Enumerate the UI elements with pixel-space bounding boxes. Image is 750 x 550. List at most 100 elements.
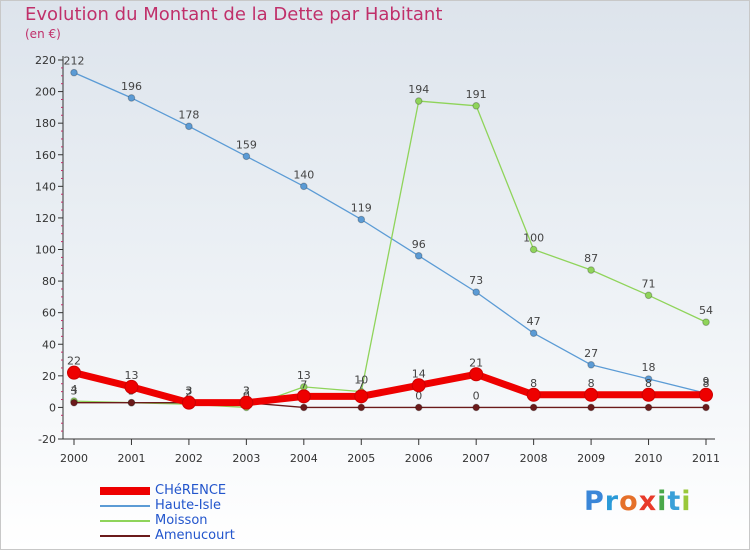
- data-label: 7: [300, 378, 307, 391]
- data-point: [587, 403, 595, 412]
- data-point: [587, 266, 595, 274]
- data-point: [185, 122, 193, 131]
- data-label: 47: [527, 315, 541, 328]
- logo-letter: o: [619, 486, 639, 517]
- data-point: [296, 389, 311, 404]
- data-point: [472, 288, 480, 296]
- y-tick-label: 160: [35, 149, 56, 162]
- legend-swatch: [100, 520, 150, 522]
- data-point: [239, 395, 254, 410]
- series-line-moisson: [73, 100, 707, 409]
- data-point: [529, 403, 538, 412]
- logo-letter: i: [681, 486, 692, 517]
- data-point: [529, 245, 538, 254]
- y-tick-label: 0: [49, 401, 56, 414]
- legend-label: Haute-Isle: [155, 498, 221, 513]
- y-tick-label: -20: [38, 433, 56, 446]
- data-point: [242, 152, 251, 161]
- data-label: 100: [523, 232, 544, 245]
- data-point: [127, 398, 136, 407]
- data-point: [67, 365, 81, 380]
- data-label: 3: [185, 385, 192, 398]
- data-point: [644, 403, 653, 412]
- data-point: [699, 387, 713, 402]
- data-label: 13: [297, 369, 311, 382]
- data-label: 4: [71, 383, 78, 396]
- data-label: 18: [642, 361, 656, 374]
- data-point: [414, 252, 423, 260]
- data-label: 8: [588, 377, 595, 390]
- legend-item: Amenucourt: [100, 528, 320, 543]
- data-label: 8: [703, 377, 710, 390]
- data-label: 71: [642, 277, 656, 290]
- data-label: 3: [71, 385, 78, 398]
- logo-letter: t: [667, 486, 682, 517]
- y-tick-label: 100: [35, 244, 56, 257]
- data-point: [127, 94, 136, 102]
- data-label: 27: [584, 347, 598, 360]
- logo-letter: r: [604, 486, 620, 517]
- y-tick-label: 200: [35, 86, 56, 99]
- chart-title: Evolution du Montant de la Dette par Hab…: [25, 4, 443, 25]
- x-tick-label: 2007: [462, 452, 490, 465]
- legend-label: CHéRENCE: [155, 483, 227, 498]
- series-line-chérence: [70, 369, 710, 407]
- data-point: [472, 101, 480, 110]
- data-label: 191: [466, 88, 487, 101]
- data-point: [411, 378, 426, 393]
- data-label: 73: [469, 274, 483, 287]
- chart-legend: CHéRENCE Haute-Isle Moisson Amenucourt: [100, 483, 320, 543]
- data-point: [702, 403, 710, 412]
- data-label: 159: [236, 138, 257, 151]
- data-label: 140: [293, 168, 314, 181]
- x-tick-label: 2011: [692, 452, 720, 465]
- data-label: 196: [121, 80, 142, 93]
- data-label: 3: [185, 385, 192, 398]
- data-point: [70, 68, 78, 77]
- data-point: [584, 387, 599, 402]
- legend-item: Moisson: [100, 513, 320, 528]
- data-label: 8: [645, 377, 652, 390]
- data-label: 14: [412, 367, 426, 380]
- y-tick-label: 40: [42, 338, 56, 351]
- data-point: [702, 318, 710, 326]
- logo-letter: x: [638, 486, 658, 517]
- data-point: [357, 215, 366, 224]
- x-tick-label: 2002: [175, 452, 203, 465]
- legend-label: Moisson: [155, 513, 208, 528]
- data-point: [70, 398, 78, 407]
- logo-letter: i: [657, 486, 668, 517]
- data-label: 2: [185, 386, 192, 399]
- x-tick-label: 2000: [60, 452, 88, 465]
- legend-swatch: [100, 487, 150, 495]
- data-point: [469, 367, 484, 382]
- data-point: [124, 379, 139, 394]
- data-label: 21: [469, 356, 483, 369]
- legend-label: Amenucourt: [155, 528, 235, 543]
- data-label: 54: [699, 304, 713, 317]
- data-point: [354, 389, 369, 404]
- data-point: [300, 182, 308, 191]
- data-point: [526, 387, 541, 402]
- data-label: 22: [67, 355, 81, 368]
- x-tick-label: 2003: [232, 452, 260, 465]
- y-tick-label: 140: [35, 180, 56, 193]
- data-point: [357, 403, 366, 412]
- series-line-haute-isle: [73, 71, 707, 394]
- data-point: [644, 375, 653, 383]
- data-label: 9: [703, 375, 710, 388]
- data-label: 0: [473, 389, 480, 402]
- data-label: 178: [178, 108, 199, 121]
- y-tick-label: 180: [35, 117, 56, 130]
- legend-swatch: [100, 505, 150, 507]
- data-point: [414, 403, 423, 412]
- data-label: 10: [354, 374, 368, 387]
- legend-item: Haute-Isle: [100, 498, 320, 513]
- data-point: [644, 291, 653, 300]
- data-label: 0: [415, 389, 422, 402]
- logo-letter: P: [584, 486, 605, 517]
- data-point: [181, 395, 196, 410]
- data-label: 194: [408, 83, 429, 96]
- x-tick-label: 2009: [577, 452, 605, 465]
